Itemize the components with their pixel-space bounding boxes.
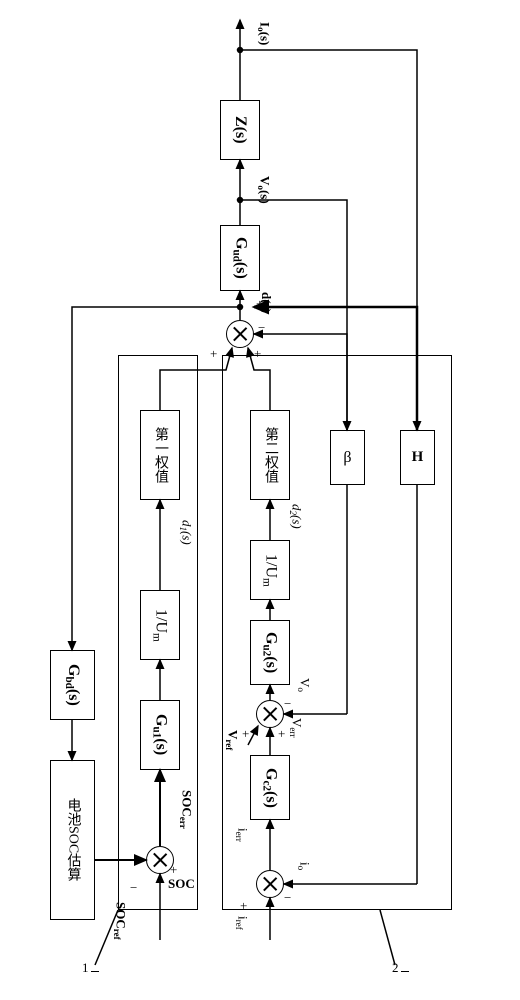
sum-d xyxy=(226,320,254,348)
label: 1/Um xyxy=(150,609,169,642)
lbl-ierr: ierr xyxy=(234,828,251,842)
sign: − xyxy=(284,696,291,712)
lbl-d1: d1(s) xyxy=(178,520,195,545)
block-beta: β xyxy=(330,430,365,485)
lbl-d2: d2(s) xyxy=(288,504,305,529)
label: Gud(s) xyxy=(230,237,249,279)
sign: − xyxy=(130,880,137,896)
lbl-iref: iref xyxy=(234,916,251,930)
block-weight1: 第一权值 xyxy=(140,410,180,500)
sign: + xyxy=(256,296,263,312)
lbl-vo: Vo xyxy=(296,678,313,692)
block-soc-estimate: 电池SOC估算 xyxy=(50,760,95,920)
label: 第二权值 xyxy=(260,427,280,483)
block-gc2: Gc2(s) xyxy=(250,755,290,820)
sign: + xyxy=(210,346,217,362)
lbl-verr: Verr xyxy=(288,718,305,737)
block-inv-um2: 1/Um xyxy=(250,540,290,600)
label: 电池SOC估算 xyxy=(63,798,83,881)
sign: + xyxy=(254,346,261,362)
label: Gu2(s) xyxy=(260,632,279,673)
label: Gu1(s) xyxy=(150,714,169,755)
lbl-vos: Vo(s) xyxy=(256,176,273,204)
sign: + xyxy=(170,862,177,878)
sign: − xyxy=(258,320,265,336)
sum-i xyxy=(256,870,284,898)
block-weight2: 第二权值 xyxy=(250,410,290,500)
ref-2: 2 xyxy=(392,960,409,976)
sum-v xyxy=(256,700,284,728)
sign: + xyxy=(242,726,249,742)
label: β xyxy=(343,449,351,467)
lbl-io: io xyxy=(296,862,313,870)
label: Gc2(s) xyxy=(260,768,279,808)
sign: + xyxy=(240,898,247,914)
ref-1: 1 xyxy=(82,960,99,976)
label: 1/Um xyxy=(260,554,279,587)
label: Gbd(s) xyxy=(63,664,82,706)
sign: + xyxy=(278,726,285,742)
block-gu2: Gu2(s) xyxy=(250,620,290,685)
sign: − xyxy=(284,890,291,906)
block-inv-um1: 1/Um xyxy=(140,590,180,660)
lbl-socref: SOCref xyxy=(112,902,129,940)
lbl-vref: Vref xyxy=(224,730,241,750)
label: H xyxy=(412,449,424,466)
block-gud: Gud(s) xyxy=(220,225,260,291)
label: Z(s) xyxy=(231,116,249,144)
lbl-soc: SOC xyxy=(168,876,195,892)
block-Z: Z(s) xyxy=(220,100,260,160)
lbl-socerr: SOCerr xyxy=(178,790,195,829)
block-gu1: Gu1(s) xyxy=(140,700,180,770)
block-H: H xyxy=(400,430,435,485)
lbl-ios: Io(s) xyxy=(256,22,273,45)
label: 第一权值 xyxy=(150,427,170,483)
block-gbd: Gbd(s) xyxy=(50,650,95,720)
